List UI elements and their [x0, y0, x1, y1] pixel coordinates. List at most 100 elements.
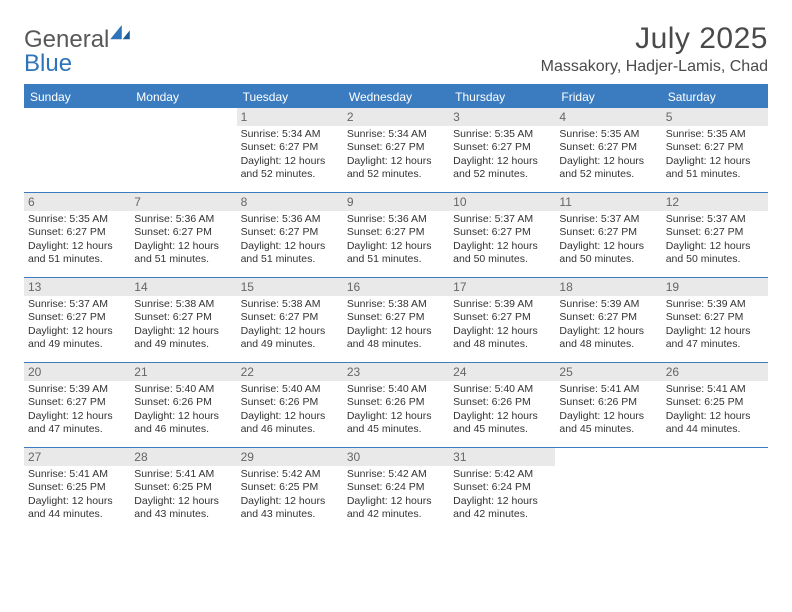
daylight-line: Daylight: 12 hours and 48 minutes. — [453, 325, 551, 352]
sunrise-line: Sunrise: 5:35 AM — [666, 128, 764, 141]
logo-sail-icon — [110, 22, 130, 46]
day-body: Sunrise: 5:42 AMSunset: 6:24 PMDaylight:… — [345, 468, 447, 522]
dow-header-thursday: Thursday — [449, 86, 555, 108]
empty-day-cell — [662, 448, 768, 532]
day-cell: 31Sunrise: 5:42 AMSunset: 6:24 PMDayligh… — [449, 448, 555, 532]
day-cell: 4Sunrise: 5:35 AMSunset: 6:27 PMDaylight… — [555, 108, 661, 192]
sunrise-line: Sunrise: 5:42 AM — [241, 468, 339, 481]
daylight-line: Daylight: 12 hours and 44 minutes. — [666, 410, 764, 437]
day-body: Sunrise: 5:39 AMSunset: 6:27 PMDaylight:… — [664, 298, 766, 352]
sunrise-line: Sunrise: 5:36 AM — [241, 213, 339, 226]
day-number: 6 — [24, 193, 130, 211]
daylight-line: Daylight: 12 hours and 51 minutes. — [666, 155, 764, 182]
day-number: 18 — [555, 278, 661, 296]
daylight-line: Daylight: 12 hours and 42 minutes. — [347, 495, 445, 522]
day-body: Sunrise: 5:36 AMSunset: 6:27 PMDaylight:… — [345, 213, 447, 267]
day-body: Sunrise: 5:34 AMSunset: 6:27 PMDaylight:… — [345, 128, 447, 182]
day-body: Sunrise: 5:42 AMSunset: 6:24 PMDaylight:… — [451, 468, 553, 522]
day-body: Sunrise: 5:41 AMSunset: 6:25 PMDaylight:… — [132, 468, 234, 522]
day-body: Sunrise: 5:37 AMSunset: 6:27 PMDaylight:… — [557, 213, 659, 267]
sunrise-line: Sunrise: 5:39 AM — [666, 298, 764, 311]
sunrise-line: Sunrise: 5:41 AM — [666, 383, 764, 396]
day-body: Sunrise: 5:35 AMSunset: 6:27 PMDaylight:… — [664, 128, 766, 182]
title-block: July 2025 Massakory, Hadjer-Lamis, Chad — [541, 22, 768, 76]
sunrise-line: Sunrise: 5:34 AM — [241, 128, 339, 141]
brand-part1: General — [24, 28, 109, 52]
sunset-line: Sunset: 6:27 PM — [559, 141, 657, 154]
daylight-line: Daylight: 12 hours and 52 minutes. — [241, 155, 339, 182]
daylight-line: Daylight: 12 hours and 43 minutes. — [134, 495, 232, 522]
empty-day-cell — [130, 108, 236, 192]
day-number: 7 — [130, 193, 236, 211]
day-body: Sunrise: 5:39 AMSunset: 6:27 PMDaylight:… — [451, 298, 553, 352]
daylight-line: Daylight: 12 hours and 46 minutes. — [241, 410, 339, 437]
daylight-line: Daylight: 12 hours and 48 minutes. — [559, 325, 657, 352]
day-cell: 27Sunrise: 5:41 AMSunset: 6:25 PMDayligh… — [24, 448, 130, 532]
sunrise-line: Sunrise: 5:37 AM — [28, 298, 126, 311]
daylight-line: Daylight: 12 hours and 49 minutes. — [241, 325, 339, 352]
day-number: 23 — [343, 363, 449, 381]
day-cell: 19Sunrise: 5:39 AMSunset: 6:27 PMDayligh… — [662, 278, 768, 362]
sunrise-line: Sunrise: 5:42 AM — [453, 468, 551, 481]
daylight-line: Daylight: 12 hours and 50 minutes. — [666, 240, 764, 267]
day-body: Sunrise: 5:41 AMSunset: 6:25 PMDaylight:… — [664, 383, 766, 437]
daylight-line: Daylight: 12 hours and 48 minutes. — [347, 325, 445, 352]
day-number: 9 — [343, 193, 449, 211]
day-number: 27 — [24, 448, 130, 466]
page-header: GeneralBlue July 2025 Massakory, Hadjer-… — [24, 22, 768, 76]
day-cell: 10Sunrise: 5:37 AMSunset: 6:27 PMDayligh… — [449, 193, 555, 277]
day-number: 17 — [449, 278, 555, 296]
daylight-line: Daylight: 12 hours and 51 minutes. — [347, 240, 445, 267]
day-body: Sunrise: 5:40 AMSunset: 6:26 PMDaylight:… — [239, 383, 341, 437]
sunset-line: Sunset: 6:27 PM — [28, 396, 126, 409]
day-cell: 9 Sunrise: 5:36 AMSunset: 6:27 PMDaylight… — [343, 193, 449, 277]
day-number: 28 — [130, 448, 236, 466]
daylight-line: Daylight: 12 hours and 44 minutes. — [28, 495, 126, 522]
daylight-line: Daylight: 12 hours and 51 minutes. — [134, 240, 232, 267]
sunrise-line: Sunrise: 5:38 AM — [347, 298, 445, 311]
day-number: 24 — [449, 363, 555, 381]
sunset-line: Sunset: 6:27 PM — [453, 141, 551, 154]
daylight-line: Daylight: 12 hours and 42 minutes. — [453, 495, 551, 522]
day-cell: 18 Sunrise: 5:39 AMSunset: 6:27 PMDayligh… — [555, 278, 661, 362]
day-cell: 12 Sunrise: 5:37 AMSunset: 6:27 PMDayligh… — [662, 193, 768, 277]
sunset-line: Sunset: 6:27 PM — [241, 311, 339, 324]
daylight-line: Daylight: 12 hours and 50 minutes. — [453, 240, 551, 267]
day-body: Sunrise: 5:40 AMSunset: 6:26 PMDaylight:… — [451, 383, 553, 437]
day-number: 5 — [662, 108, 768, 126]
day-body: Sunrise: 5:42 AMSunset: 6:25 PMDaylight:… — [239, 468, 341, 522]
sunset-line: Sunset: 6:27 PM — [666, 226, 764, 239]
day-number: 26 — [662, 363, 768, 381]
day-cell: 2Sunrise: 5:34 AMSunset: 6:27 PMDaylight… — [343, 108, 449, 192]
sunrise-line: Sunrise: 5:37 AM — [666, 213, 764, 226]
day-cell: 25Sunrise: 5:41 AMSunset: 6:26 PMDayligh… — [555, 363, 661, 447]
brand-part2: Blue — [24, 52, 130, 76]
daylight-line: Daylight: 12 hours and 45 minutes. — [347, 410, 445, 437]
day-number: 13 — [24, 278, 130, 296]
daylight-line: Daylight: 12 hours and 49 minutes. — [134, 325, 232, 352]
day-body: Sunrise: 5:36 AMSunset: 6:27 PMDaylight:… — [239, 213, 341, 267]
day-cell: 8Sunrise: 5:36 AMSunset: 6:27 PMDaylight… — [237, 193, 343, 277]
day-cell: 6Sunrise: 5:35 AMSunset: 6:27 PMDaylight… — [24, 193, 130, 277]
day-number: 11 — [555, 193, 661, 211]
dow-header-monday: Monday — [130, 86, 236, 108]
day-body: Sunrise: 5:39 AMSunset: 6:27 PMDaylight:… — [557, 298, 659, 352]
weeks-container: 1Sunrise: 5:34 AMSunset: 6:27 PMDaylight… — [24, 108, 768, 532]
daylight-line: Daylight: 12 hours and 52 minutes. — [559, 155, 657, 182]
sunrise-line: Sunrise: 5:35 AM — [28, 213, 126, 226]
day-cell: 22Sunrise: 5:40 AMSunset: 6:26 PMDayligh… — [237, 363, 343, 447]
week-row: 6Sunrise: 5:35 AMSunset: 6:27 PMDaylight… — [24, 192, 768, 277]
daylight-line: Daylight: 12 hours and 51 minutes. — [241, 240, 339, 267]
day-number: 12 — [662, 193, 768, 211]
day-number: 3 — [449, 108, 555, 126]
day-cell: 13Sunrise: 5:37 AMSunset: 6:27 PMDayligh… — [24, 278, 130, 362]
day-cell: 7Sunrise: 5:36 AMSunset: 6:27 PMDaylight… — [130, 193, 236, 277]
sunset-line: Sunset: 6:24 PM — [453, 481, 551, 494]
daylight-line: Daylight: 12 hours and 52 minutes. — [453, 155, 551, 182]
day-cell: 11 Sunrise: 5:37 AMSunset: 6:27 PMDayligh… — [555, 193, 661, 277]
week-row: 13Sunrise: 5:37 AMSunset: 6:27 PMDayligh… — [24, 277, 768, 362]
day-body: Sunrise: 5:37 AMSunset: 6:27 PMDaylight:… — [451, 213, 553, 267]
sunset-line: Sunset: 6:27 PM — [28, 311, 126, 324]
daylight-line: Daylight: 12 hours and 50 minutes. — [559, 240, 657, 267]
day-cell: 17 Sunrise: 5:39 AMSunset: 6:27 PMDayligh… — [449, 278, 555, 362]
